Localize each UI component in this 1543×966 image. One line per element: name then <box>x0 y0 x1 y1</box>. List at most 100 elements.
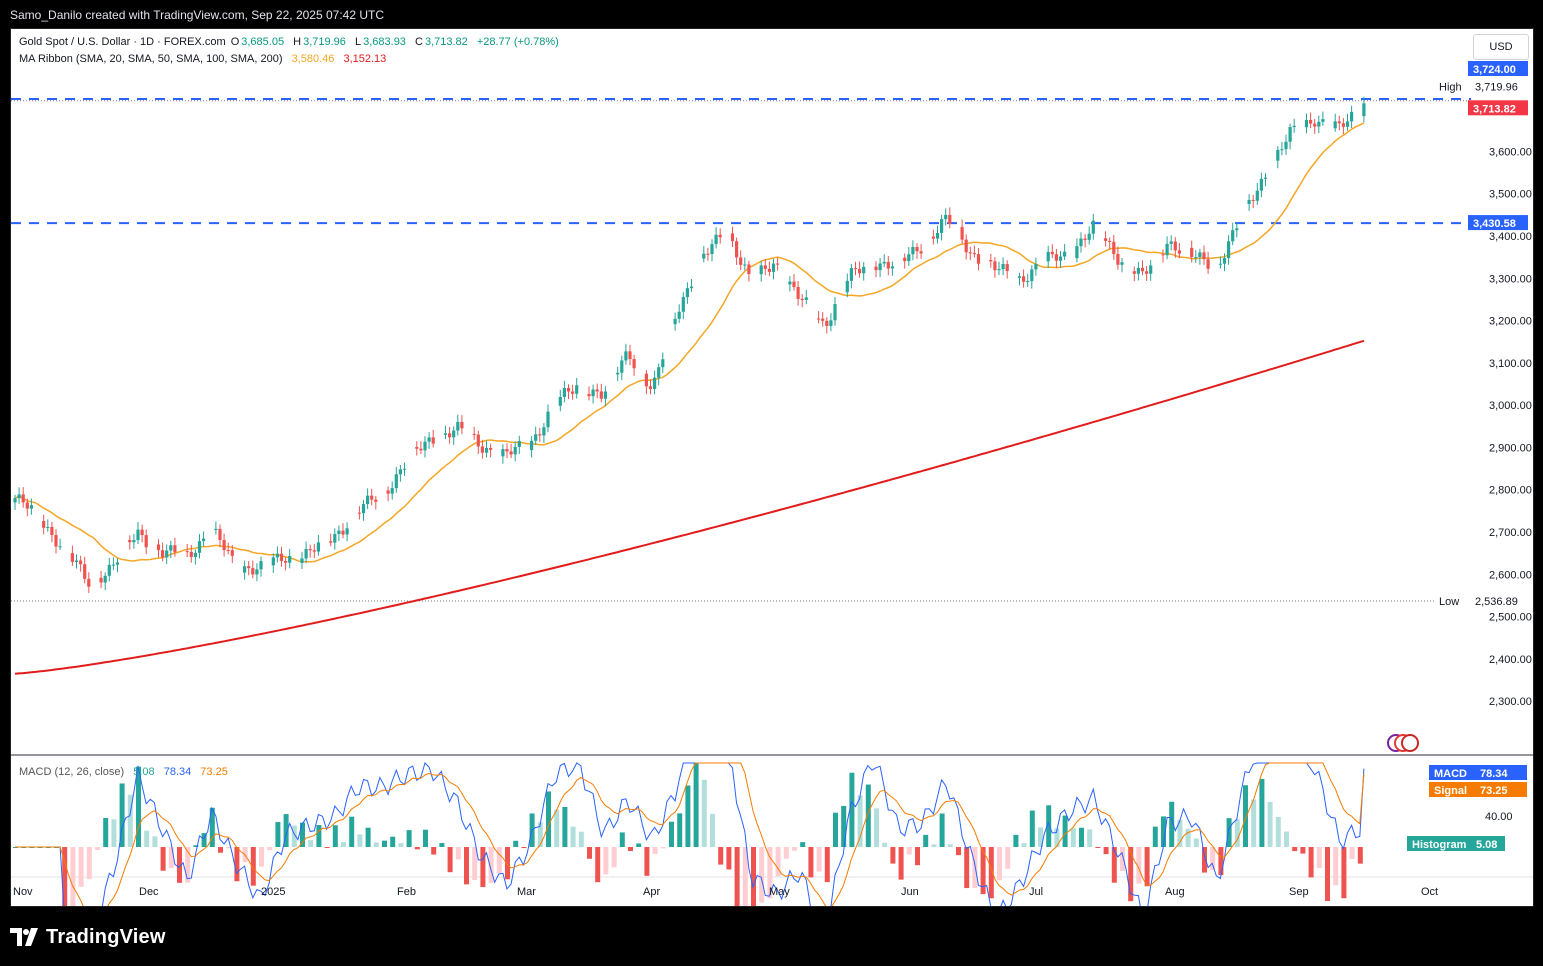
macd-histogram-bar <box>652 847 658 855</box>
resistance-price-tag-bg <box>1468 61 1528 76</box>
candle-body <box>591 389 595 397</box>
candle-body <box>13 498 17 503</box>
candle-body <box>648 386 653 389</box>
candle-body <box>997 269 1001 271</box>
time-tick-label: 2025 <box>261 886 285 898</box>
candle-body <box>685 288 689 298</box>
time-tick-label: Oct <box>1421 886 1438 898</box>
candle-body <box>1309 119 1313 124</box>
macd-histogram-bar <box>406 830 412 847</box>
candle-body <box>1087 233 1091 240</box>
candle-body <box>357 512 361 514</box>
candle-body <box>1050 251 1054 255</box>
macd-histogram-bar <box>1267 801 1273 847</box>
candle-body <box>312 550 316 552</box>
macd-histogram-bar <box>898 847 904 880</box>
macd-histogram-bar <box>168 847 174 869</box>
signal-line <box>15 762 1365 906</box>
macd-histogram-bar <box>78 847 84 887</box>
macd-histogram-bar <box>578 831 584 847</box>
macd-histogram-bar <box>1300 847 1306 854</box>
low-tag-value: 2,536.89 <box>1475 596 1518 608</box>
candle-body <box>1026 281 1030 283</box>
macd-histogram-bar <box>496 847 502 874</box>
high-tag-value: 3,719.96 <box>1475 82 1518 94</box>
macd-histogram-bar <box>464 847 469 885</box>
candle-body <box>833 304 837 321</box>
candle-body <box>70 553 74 562</box>
macd-histogram-bar <box>759 847 765 903</box>
last-price-tag-bg <box>1468 100 1528 116</box>
candle-body <box>804 297 808 300</box>
candle-body <box>74 560 79 562</box>
macd-histogram-bar <box>127 794 133 847</box>
candle-body <box>1317 121 1321 127</box>
macd-histogram-bar <box>472 847 478 880</box>
candle-body <box>243 566 247 573</box>
macd-histogram-bar <box>1251 799 1257 847</box>
candle-body <box>25 502 29 509</box>
candle-body <box>800 298 804 300</box>
candle-body <box>202 538 206 542</box>
open-label: O <box>230 36 240 48</box>
candle-body <box>858 268 862 274</box>
currency-button[interactable]: USD <box>1473 34 1529 60</box>
macd-histogram-bar <box>332 825 338 847</box>
candle-body <box>603 391 607 399</box>
candle-body <box>99 577 103 583</box>
macd-histogram-bar <box>414 847 420 850</box>
macd-histogram-bar <box>619 832 625 847</box>
macd-histogram-bar <box>505 847 510 880</box>
candle-body <box>247 566 251 569</box>
macd-histogram-bar <box>1005 847 1011 869</box>
macd-histogram-bar <box>1161 816 1166 847</box>
candle-body <box>189 551 193 557</box>
macd-histogram-bar <box>86 847 92 879</box>
macd-histogram-bar <box>283 814 289 847</box>
macd-histogram-bar <box>324 847 330 848</box>
candle-body <box>1304 119 1309 128</box>
macd-histogram-bar <box>742 847 748 906</box>
candle-body <box>1227 241 1231 259</box>
candle-body <box>1362 103 1366 117</box>
time-tick-label: Dec <box>139 886 159 898</box>
macd-histogram-bar <box>751 847 756 906</box>
candle-body <box>681 297 685 312</box>
macd-histogram-bar <box>595 847 601 883</box>
macd-histogram-bar <box>431 847 437 855</box>
candle-body <box>1190 247 1194 258</box>
macd-histogram-bar <box>1210 847 1216 871</box>
candle-body <box>1136 267 1140 274</box>
candle-body <box>968 252 972 254</box>
candle-body <box>103 575 107 583</box>
candle-body <box>87 578 91 587</box>
candle-body <box>940 219 944 233</box>
macd-histogram-bar <box>513 840 519 847</box>
candle-body <box>1054 254 1058 261</box>
candle-body <box>419 448 423 451</box>
macd-histogram-bar <box>849 772 855 847</box>
ma200-value: 3,152.13 <box>343 53 387 65</box>
macd-histogram-bar <box>193 845 199 847</box>
macd-histogram-bar <box>767 847 773 899</box>
macd-histogram-bar <box>1333 847 1339 886</box>
candle-body <box>960 227 964 240</box>
candle-body <box>505 449 509 452</box>
candle-body <box>1169 241 1173 244</box>
candle-body <box>386 490 390 494</box>
candle-body <box>185 551 189 553</box>
candle-body <box>251 568 255 575</box>
macd-value-legend: 78.34 <box>163 766 192 778</box>
candle-body <box>1046 251 1050 262</box>
time-tick-label: Sep <box>1289 886 1309 898</box>
chart-credit: Samo_Danilo created with TradingView.com… <box>10 8 384 22</box>
candle-body <box>50 526 54 535</box>
macd-histogram-bar <box>308 840 314 847</box>
candle-body <box>825 320 829 326</box>
brand-name: TradingView <box>46 925 166 948</box>
candle-body <box>1058 256 1063 261</box>
candle-body <box>689 286 694 289</box>
candle-body <box>878 263 882 271</box>
candle-body <box>58 546 62 548</box>
candle-body <box>1149 265 1153 274</box>
